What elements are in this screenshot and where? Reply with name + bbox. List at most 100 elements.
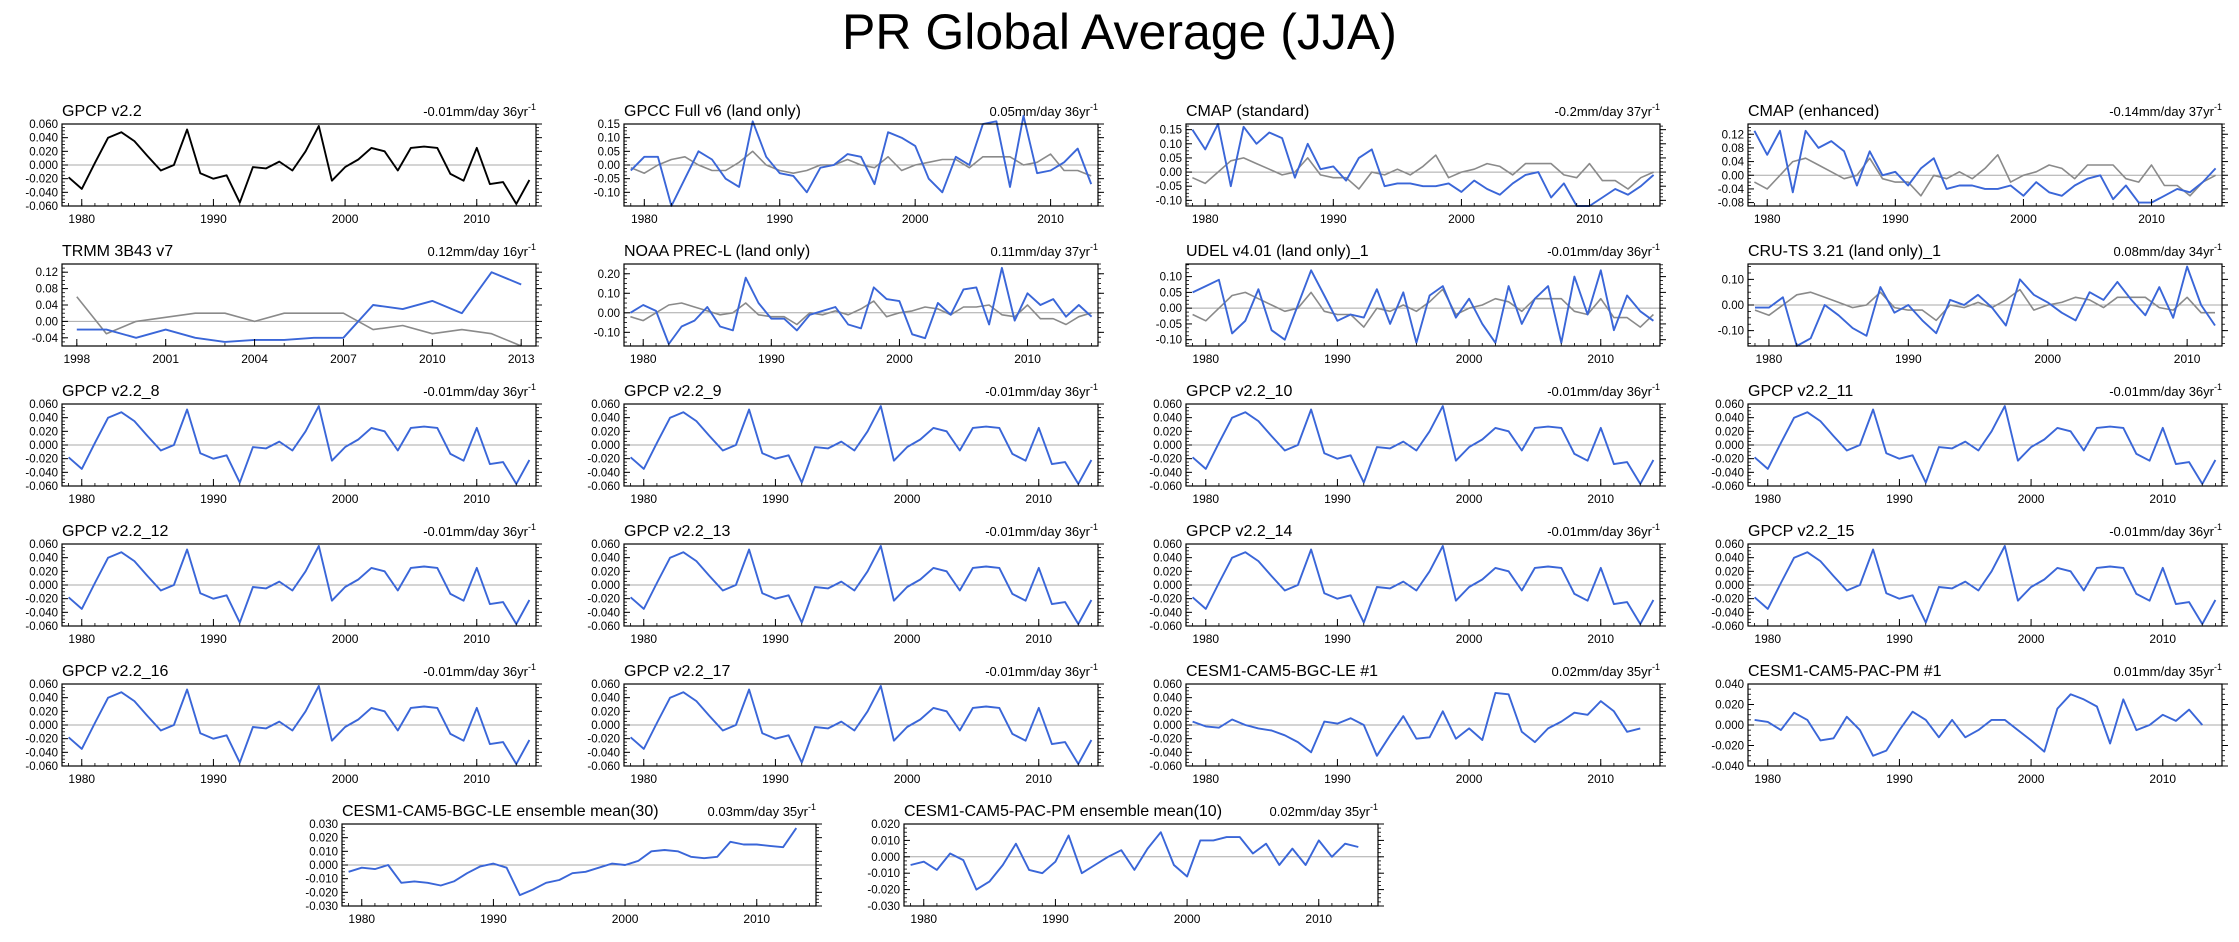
x-tick-label: 2010 — [2149, 492, 2176, 506]
x-tick-label: 2010 — [463, 632, 490, 646]
panel-title: GPCP v2.2_13 — [624, 523, 731, 540]
panel-title: GPCP v2.2_15 — [1748, 523, 1855, 540]
y-tick-label: -0.040 — [587, 467, 620, 479]
y-tick-label: 0.05 — [598, 146, 620, 158]
y-tick-label: -0.040 — [1149, 747, 1182, 759]
y-tick-label: 0.000 — [29, 720, 58, 732]
y-tick-label: -0.020 — [587, 734, 620, 746]
trend-exponent: -1 — [2214, 242, 2222, 252]
x-tick-label: 2000 — [2034, 352, 2061, 366]
x-tick-label: 1980 — [1756, 352, 1783, 366]
plot-frame — [903, 823, 1379, 907]
y-tick-label: -0.040 — [1149, 467, 1182, 479]
y-tick-label: 0.00 — [1722, 300, 1744, 312]
panel-title: CESM1-CAM5-PAC-PM #1 — [1748, 663, 1942, 680]
y-tick-label: 0.040 — [591, 413, 620, 425]
x-tick-label: 2000 — [612, 912, 639, 926]
x-tick-label: 2000 — [332, 492, 359, 506]
series-line-model — [629, 266, 1093, 345]
x-tick-label: 2000 — [2010, 212, 2037, 226]
y-tick-label: 0.040 — [1153, 413, 1182, 425]
y-tick-label: 0.060 — [29, 679, 58, 691]
trend-exponent: -1 — [1090, 522, 1098, 532]
series-line-model — [1753, 545, 2217, 625]
trend-label: -0.01mm/day 36yr-1 — [423, 522, 536, 539]
series-line-model — [1192, 269, 1654, 344]
trend-label: -0.01mm/day 36yr-1 — [1547, 522, 1660, 539]
x-tick-label: 2010 — [2149, 632, 2176, 646]
y-tick-label: 0.20 — [598, 269, 620, 281]
x-tick-label: 1990 — [200, 772, 227, 786]
y-tick-label: -0.040 — [1149, 607, 1182, 619]
trend-label: -0.01mm/day 36yr-1 — [1547, 242, 1660, 259]
x-tick-label: 2010 — [1576, 212, 1603, 226]
panel-15: GPCP v2.2_14 -0.01mm/day 36yr-1 -0.060 -0.0… — [1149, 522, 1666, 646]
y-tick-label: -0.040 — [1711, 467, 1744, 479]
panel-22: CESM1-CAM5-PAC-PM ensemble mean(10) 0.02m… — [867, 802, 1384, 926]
trend-label: -0.01mm/day 36yr-1 — [2109, 522, 2222, 539]
panel-title: GPCP v2.2_12 — [62, 523, 169, 540]
y-tick-label: -0.010 — [867, 868, 900, 880]
x-tick-label: 2000 — [1174, 912, 1201, 926]
trend-exponent: -1 — [1652, 662, 1660, 672]
series-line-ref — [1754, 154, 2216, 197]
panel-title: GPCP v2.2_10 — [1186, 383, 1293, 400]
y-tick-label: 0.060 — [591, 539, 620, 551]
y-tick-label: 0.00 — [1722, 170, 1744, 182]
y-tick-label: -0.060 — [1149, 481, 1182, 493]
y-tick-label: -0.05 — [1156, 181, 1182, 193]
series-line-model — [910, 831, 1359, 891]
series-line-model — [1191, 545, 1655, 625]
y-tick-label: -0.020 — [25, 734, 58, 746]
y-tick-label: -0.10 — [1718, 326, 1744, 338]
y-tick-label: 0.060 — [29, 399, 58, 411]
y-tick-label: 0.040 — [1715, 679, 1744, 691]
x-tick-label: 2010 — [1025, 492, 1052, 506]
series-line-ref — [76, 296, 522, 347]
panel-title: CMAP (standard) — [1186, 103, 1309, 120]
panel-title: CESM1-CAM5-BGC-LE #1 — [1186, 663, 1378, 680]
y-tick-label: 0.010 — [309, 846, 338, 858]
trend-label: -0.01mm/day 36yr-1 — [985, 382, 1098, 399]
y-tick-label: 0.000 — [871, 852, 900, 864]
x-tick-label: 2000 — [886, 352, 913, 366]
x-tick-label: 2000 — [894, 772, 921, 786]
panel-11: GPCP v2.2_10 -0.01mm/day 36yr-1 -0.060 -0.0… — [1149, 382, 1666, 506]
x-tick-label: 1990 — [200, 632, 227, 646]
y-tick-label: -0.040 — [25, 607, 58, 619]
panel-title: GPCP v2.2_11 — [1748, 383, 1853, 400]
y-tick-label: -0.030 — [305, 901, 338, 913]
y-tick-label: 0.040 — [29, 693, 58, 705]
trend-exponent: -1 — [1090, 242, 1098, 252]
trend-label: -0.01mm/day 36yr-1 — [985, 522, 1098, 539]
panel-17: GPCP v2.2_16 -0.01mm/day 36yr-1 -0.060 -0.0… — [25, 662, 542, 786]
panel-title: UDEL v4.01 (land only)_1 — [1186, 243, 1369, 260]
y-tick-label: -0.020 — [587, 594, 620, 606]
trend-label: -0.01mm/day 36yr-1 — [985, 662, 1098, 679]
panel-title: GPCP v2.2 — [62, 103, 142, 120]
y-tick-label: 0.000 — [1715, 580, 1744, 592]
x-tick-label: 2001 — [152, 352, 179, 366]
trend-exponent: -1 — [2214, 662, 2222, 672]
y-tick-label: -0.04 — [32, 333, 59, 345]
x-tick-label: 1990 — [1324, 772, 1351, 786]
x-tick-label: 1990 — [480, 912, 507, 926]
panel-title: GPCP v2.2_16 — [62, 663, 169, 680]
panel-10: GPCP v2.2_9 -0.01mm/day 36yr-1 -0.060 -0.04… — [587, 382, 1104, 506]
y-tick-label: 0.040 — [1153, 693, 1182, 705]
trend-label: -0.01mm/day 36yr-1 — [423, 662, 536, 679]
x-tick-label: 1980 — [1754, 632, 1781, 646]
y-tick-label: 0.020 — [1715, 426, 1744, 438]
x-tick-label: 2010 — [2149, 772, 2176, 786]
panel-4: CMAP (enhanced) -0.14mm/day 37yr-1 -0.08 -0… — [1718, 102, 2228, 226]
trend-exponent: -1 — [1090, 662, 1098, 672]
x-tick-label: 1990 — [1042, 912, 1069, 926]
y-tick-label: 0.12 — [1722, 129, 1744, 141]
y-tick-label: -0.10 — [594, 187, 620, 199]
y-tick-label: -0.060 — [587, 761, 620, 773]
y-tick-label: 0.020 — [1153, 426, 1182, 438]
x-tick-label: 1990 — [1320, 212, 1347, 226]
y-tick-label: 0.040 — [29, 553, 58, 565]
y-tick-label: 0.000 — [29, 580, 58, 592]
y-tick-label: -0.020 — [587, 454, 620, 466]
